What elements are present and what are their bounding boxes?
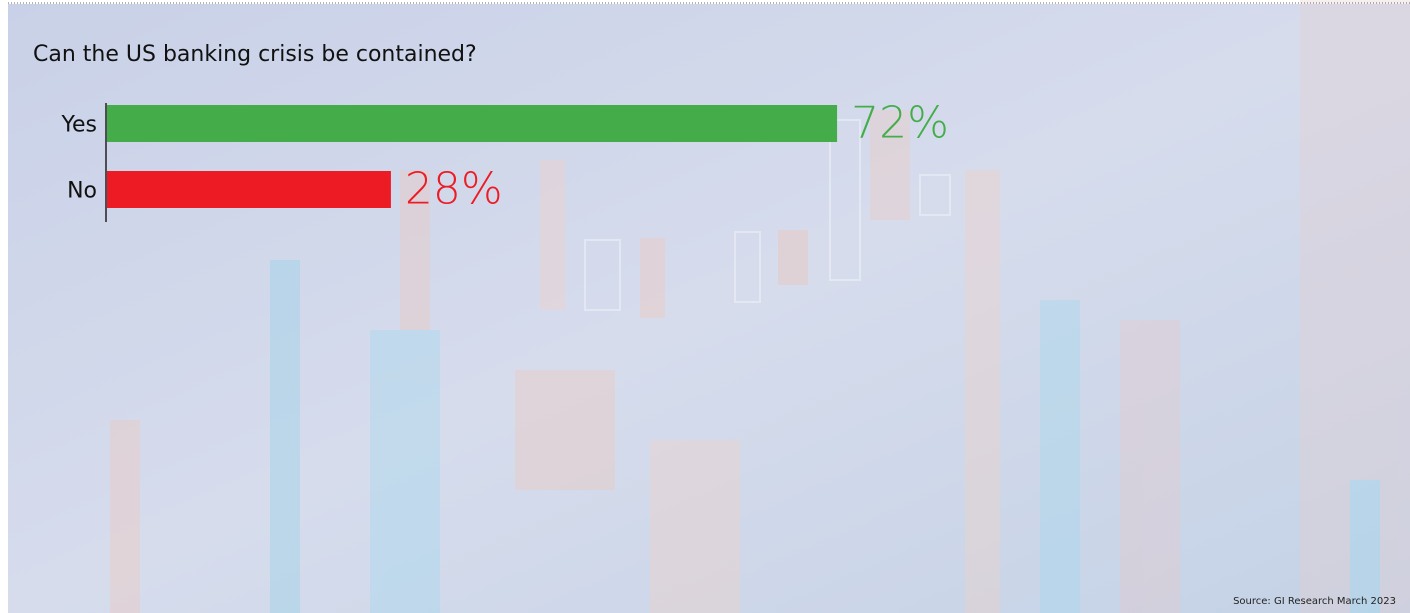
source: Source: GI Research March 2023	[1233, 596, 1396, 607]
background-decoration	[110, 0, 1410, 613]
chart-title: Can the US banking crisis be contained?	[33, 42, 477, 67]
value-label: 72%	[851, 98, 949, 149]
bar	[107, 105, 838, 142]
bar	[107, 171, 391, 208]
value-label: 28%	[405, 164, 503, 215]
category-label: No	[67, 179, 97, 204]
category-label: Yes	[60, 113, 97, 138]
